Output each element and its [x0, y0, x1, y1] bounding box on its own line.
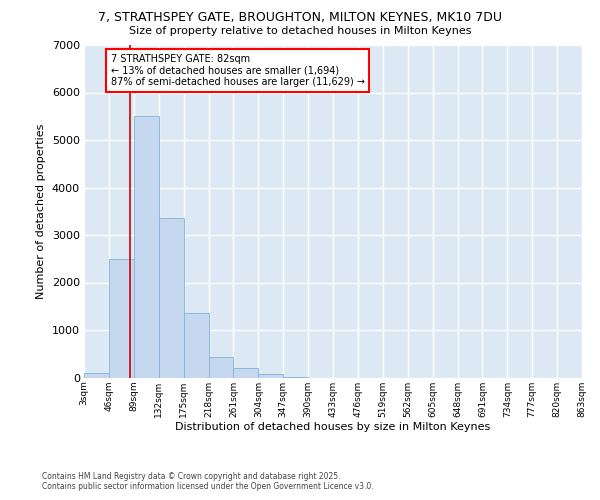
Text: 7 STRATHSPEY GATE: 82sqm
← 13% of detached houses are smaller (1,694)
87% of sem: 7 STRATHSPEY GATE: 82sqm ← 13% of detach… [110, 54, 365, 87]
Text: Contains HM Land Registry data © Crown copyright and database right 2025.
Contai: Contains HM Land Registry data © Crown c… [42, 472, 374, 491]
Bar [259, 374, 283, 378]
Text: Size of property relative to detached houses in Milton Keynes: Size of property relative to detached ho… [129, 26, 471, 36]
Bar [209, 358, 233, 378]
Bar [233, 368, 259, 378]
Bar [184, 314, 209, 378]
Y-axis label: Number of detached properties: Number of detached properties [36, 124, 46, 299]
Bar [84, 373, 109, 378]
X-axis label: Distribution of detached houses by size in Milton Keynes: Distribution of detached houses by size … [175, 422, 491, 432]
Bar [109, 259, 134, 378]
Text: 7, STRATHSPEY GATE, BROUGHTON, MILTON KEYNES, MK10 7DU: 7, STRATHSPEY GATE, BROUGHTON, MILTON KE… [98, 12, 502, 24]
Bar [159, 218, 184, 378]
Bar [134, 116, 159, 378]
